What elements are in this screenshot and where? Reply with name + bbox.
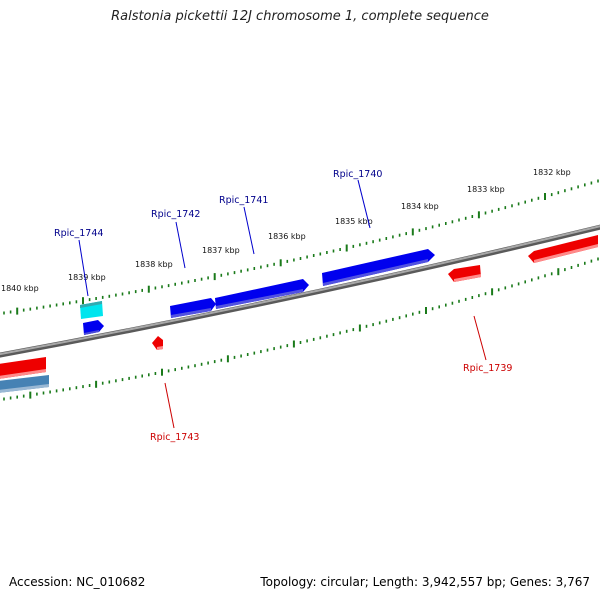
scale-label-1839: 1839 kbp [68, 273, 106, 282]
gene-left-edge-block[interactable] [0, 357, 46, 379]
gene-right-edge-block[interactable] [528, 235, 598, 263]
leader-lines [78, 179, 487, 429]
scale-label-1832: 1832 kbp [533, 168, 571, 177]
gene-label-rpic-1744[interactable]: Rpic_1744 [54, 228, 103, 239]
gene-rpic-1744-block[interactable] [80, 301, 103, 319]
scale-label-1834: 1834 kbp [401, 202, 439, 211]
map-title: Ralstonia pickettii 12J chromosome 1, co… [111, 9, 489, 24]
gene-rpic-1742-block[interactable] [83, 320, 104, 335]
gene-left-edge-steel-block[interactable] [0, 375, 49, 393]
scale-labels: 1840 kbp 1839 kbp 1838 kbp 1837 kbp 1836… [1, 168, 571, 293]
gene-label-rpic-1742[interactable]: Rpic_1742 [151, 209, 200, 220]
gene-labels: Rpic_1744 Rpic_1742 Rpic_1741 Rpic_1740 … [54, 169, 512, 443]
sequence-summary: Topology: circular; Length: 3,942,557 bp… [260, 575, 590, 589]
gene-rpic-1740b-block[interactable] [322, 249, 435, 286]
gene-label-rpic-1739[interactable]: Rpic_1739 [463, 363, 512, 374]
gene-rpic-1739-block[interactable] [448, 265, 481, 282]
scale-label-1833: 1833 kbp [467, 185, 505, 194]
gene-label-rpic-1743[interactable]: Rpic_1743 [150, 432, 199, 443]
scale-label-1840: 1840 kbp [1, 284, 39, 293]
tick-row-lower [3, 257, 599, 401]
gene-label-rpic-1741[interactable]: Rpic_1741 [219, 195, 268, 206]
scale-label-1837: 1837 kbp [202, 246, 240, 255]
gene-rpic-1741-block[interactable] [170, 298, 216, 318]
tick-row-upper [3, 179, 599, 315]
scale-label-1838: 1838 kbp [135, 260, 173, 269]
scale-label-1835: 1835 kbp [335, 217, 373, 226]
scale-label-1836: 1836 kbp [268, 232, 306, 241]
gene-rpic-1740a-block[interactable] [215, 279, 309, 309]
gene-label-rpic-1740[interactable]: Rpic_1740 [333, 169, 382, 180]
gene-rpic-1743-block[interactable] [152, 336, 163, 350]
backbone [0, 224, 600, 358]
reverse-genes [0, 235, 598, 393]
accession-label: Accession: NC_010682 [9, 575, 146, 589]
forward-genes [80, 249, 435, 335]
